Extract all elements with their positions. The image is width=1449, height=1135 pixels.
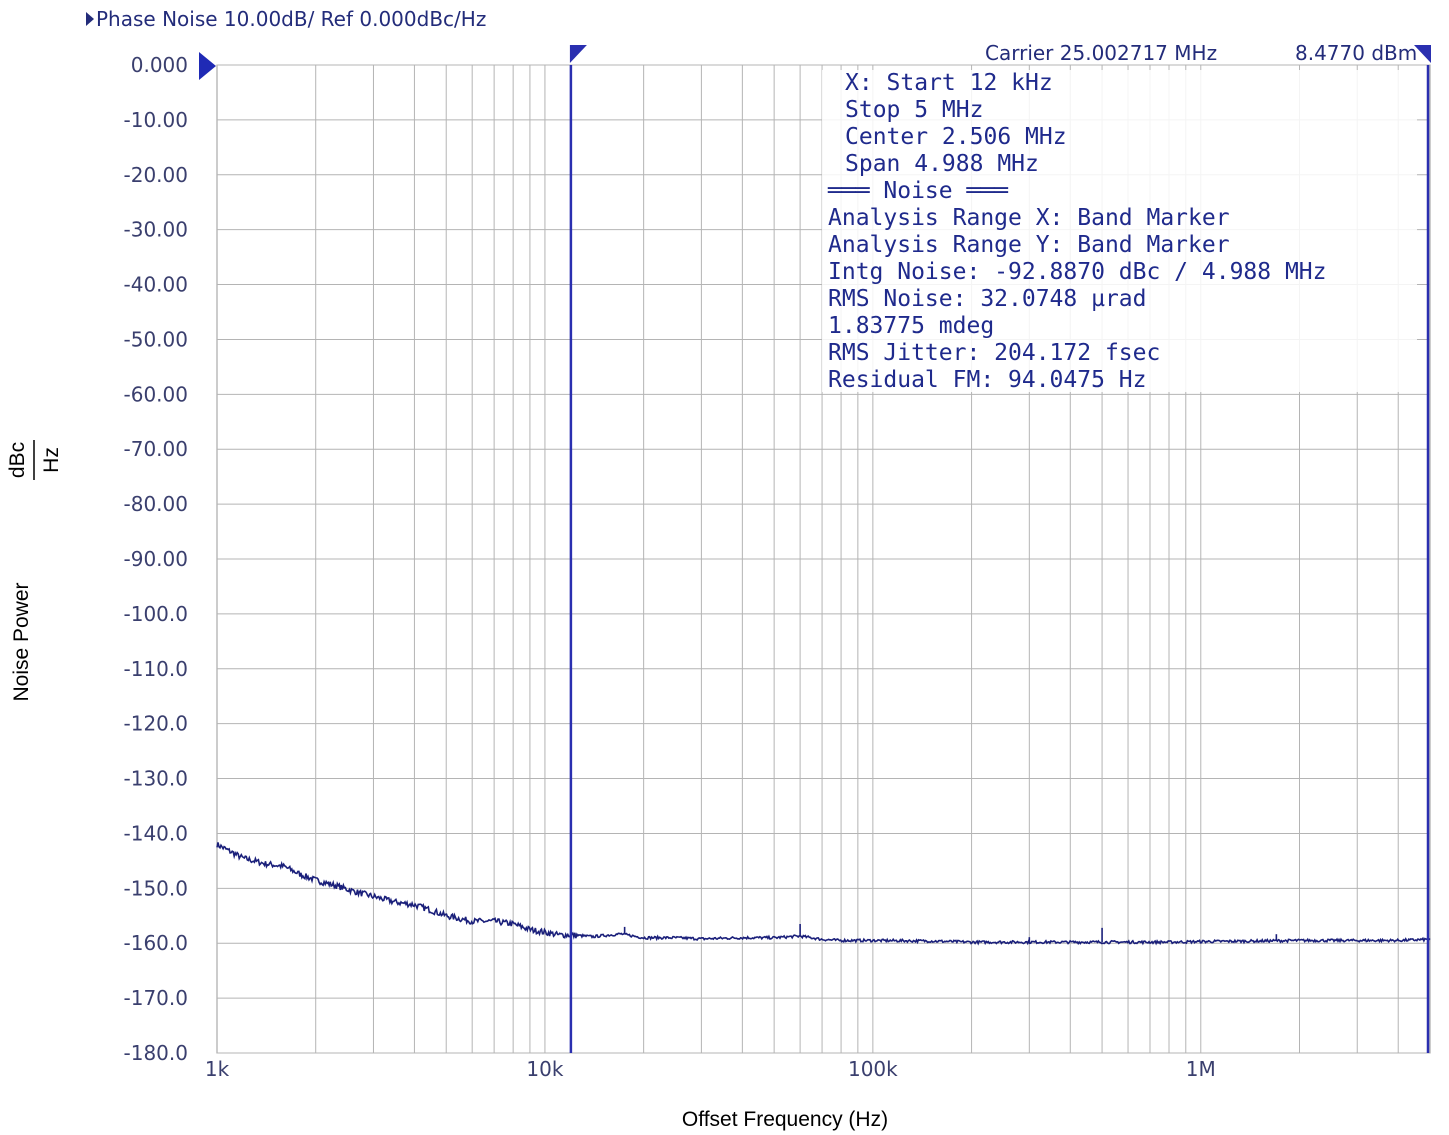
y-tick-label: 0.000 [131, 53, 188, 77]
y-tick-label: -30.00 [124, 218, 188, 242]
x-tick-labels: 1k 10k 100k 1M [205, 1057, 1216, 1081]
y-tick-label: -70.00 [124, 437, 188, 461]
x-axis-label: Offset Frequency (Hz) [682, 1108, 888, 1131]
band-marker-flag-icon[interactable] [569, 45, 587, 63]
carrier-power: 8.4770 dBm [1295, 41, 1417, 65]
info-panel-background [822, 70, 1417, 392]
info-line: Span 4.988 MHz [845, 151, 1039, 177]
x-tick-label: 10k [526, 1057, 563, 1081]
y-tick-labels: 0.000 -10.00 -20.00 -30.00 -40.00 -50.00 -60.0… [124, 53, 188, 1065]
y-tick-label: -80.00 [124, 492, 188, 516]
y-tick-label: -100.0 [124, 602, 188, 626]
info-line: Center 2.506 MHz [845, 124, 1067, 150]
info-line: X: Start 12 kHz [845, 70, 1053, 96]
x-tick-label: 1M [1186, 1057, 1216, 1081]
x-tick-label: 1k [205, 1057, 230, 1081]
marker-group [569, 45, 1431, 1053]
info-line: RMS Noise: 32.0748 µrad [828, 286, 1147, 312]
y-tick-label: -180.0 [124, 1041, 188, 1065]
x-tick-label: 100k [848, 1057, 898, 1081]
reference-level-arrow-icon[interactable] [199, 52, 216, 80]
trace-label: Phase Noise 10.00dB/ Ref 0.000dBc/Hz [96, 7, 486, 31]
phase-noise-trace [216, 842, 1431, 946]
y-axis-unit-denominator: Hz [40, 447, 63, 473]
noise-info-panel: X: Start 12 kHz Stop 5 MHz Center 2.506 … [822, 70, 1417, 393]
y-tick-label: -40.00 [124, 273, 188, 297]
y-tick-label: -60.00 [124, 382, 188, 406]
y-tick-label: -130.0 [124, 767, 188, 791]
y-tick-label: -140.0 [124, 821, 188, 845]
y-tick-label: -120.0 [124, 712, 188, 736]
info-line: Analysis Range X: Band Marker [828, 205, 1230, 231]
y-tick-label: -50.00 [124, 327, 188, 351]
y-axis-label-group: Noise Power dBc Hz [6, 440, 63, 702]
y-tick-label: -150.0 [124, 876, 188, 900]
info-line: Stop 5 MHz [845, 97, 983, 123]
y-tick-label: -10.00 [124, 108, 188, 132]
y-axis-unit-numerator: dBc [6, 442, 29, 478]
y-axis-label: Noise Power [10, 582, 33, 701]
y-tick-label: -110.0 [124, 657, 188, 681]
info-line: 1.83775 mdeg [828, 313, 994, 339]
info-line: Residual FM: 94.0475 Hz [828, 367, 1147, 393]
y-tick-label: -170.0 [124, 986, 188, 1010]
band-marker-flag-icon[interactable] [1414, 45, 1431, 63]
info-line: Analysis Range Y: Band Marker [828, 232, 1230, 258]
info-line: ═══ Noise ═══ [827, 178, 1009, 204]
trace-group [216, 842, 1431, 946]
y-tick-label: -90.00 [124, 547, 188, 571]
y-tick-label: -20.00 [124, 163, 188, 187]
info-line: RMS Jitter: 204.172 fsec [828, 340, 1160, 366]
y-tick-label: -160.0 [124, 931, 188, 955]
trace-indicator-icon [86, 12, 94, 26]
info-line: Intg Noise: -92.8870 dBc / 4.988 MHz [828, 259, 1327, 285]
carrier-frequency: Carrier 25.002717 MHz [985, 41, 1217, 65]
